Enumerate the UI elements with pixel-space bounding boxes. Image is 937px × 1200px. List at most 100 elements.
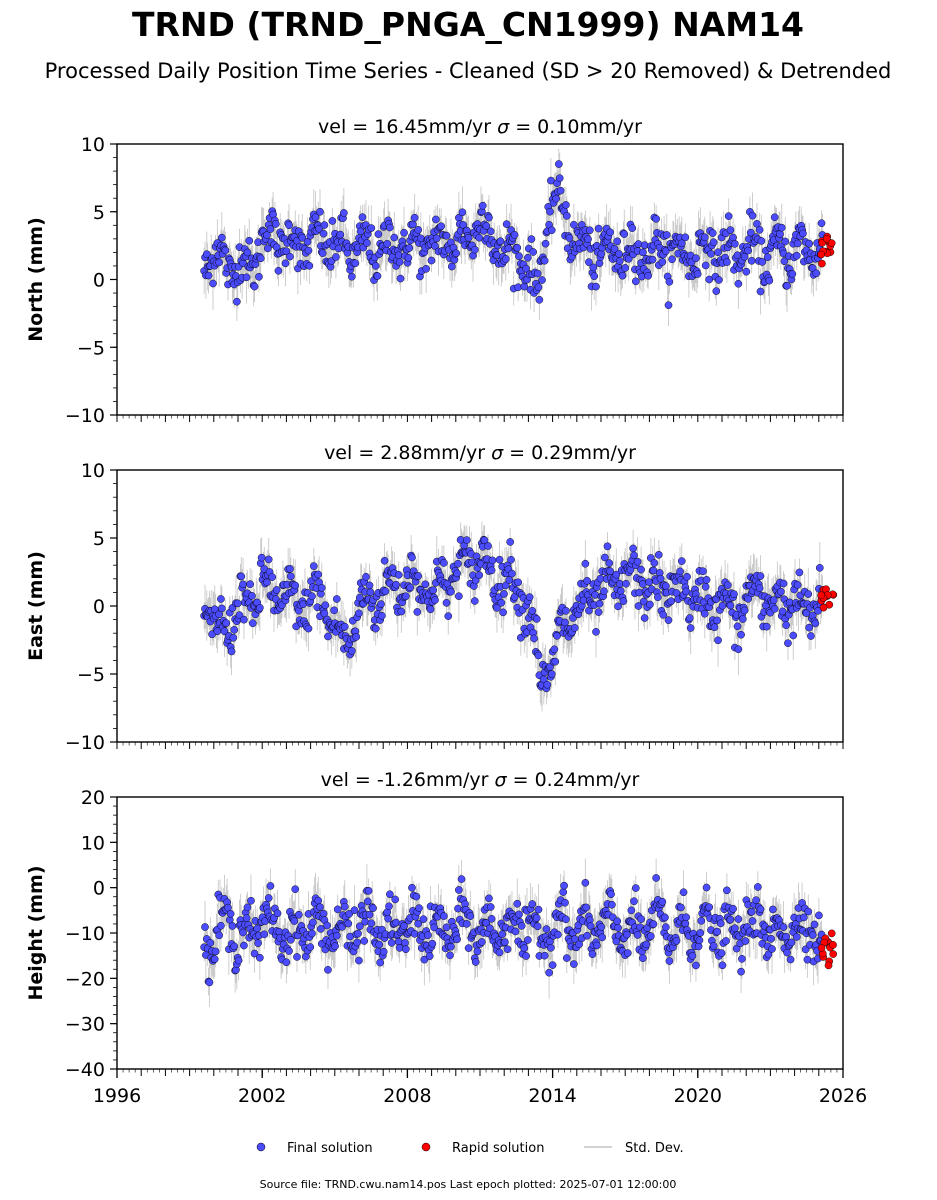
final-solution-point bbox=[726, 601, 735, 610]
y-tick-label: −5 bbox=[77, 664, 105, 686]
final-solution-point bbox=[547, 944, 555, 952]
final-solution-point bbox=[506, 538, 515, 546]
height-panel: vel = -1.26mm/yr σ = 0.24mm/yr Height (mm… bbox=[25, 769, 867, 1107]
final-solution-point bbox=[363, 239, 371, 247]
final-solution-point bbox=[718, 961, 727, 970]
final-solution-point bbox=[510, 231, 519, 239]
final-solution-point bbox=[535, 295, 544, 304]
x-tick-label: 1996 bbox=[93, 1085, 141, 1107]
final-solution-point bbox=[540, 256, 549, 265]
final-solution-point bbox=[486, 227, 495, 236]
final-solution-point bbox=[470, 597, 479, 605]
final-solution-point bbox=[561, 898, 569, 907]
final-solution-point bbox=[503, 945, 512, 954]
y-axis-label: East (mm) bbox=[25, 551, 47, 661]
final-solution-point bbox=[264, 555, 273, 564]
final-solution-point bbox=[528, 900, 537, 908]
final-solution-point bbox=[324, 966, 332, 974]
final-solution-point bbox=[498, 930, 507, 938]
final-solution-point bbox=[463, 920, 471, 928]
final-solution-point bbox=[425, 952, 434, 960]
final-solution-point bbox=[713, 616, 721, 625]
final-solution-point bbox=[240, 941, 248, 950]
final-solution-point bbox=[815, 911, 823, 920]
final-solution-point bbox=[254, 939, 262, 947]
final-solution-point bbox=[428, 939, 437, 948]
final-solution-point bbox=[374, 230, 383, 238]
plot-area bbox=[200, 858, 838, 1007]
rapid-solution-point bbox=[824, 961, 833, 970]
final-solution-point bbox=[562, 915, 570, 924]
final-solution-point bbox=[747, 256, 756, 265]
final-solution-point bbox=[380, 556, 389, 565]
final-solution-point bbox=[410, 213, 419, 222]
final-solution-point bbox=[756, 905, 765, 914]
final-solution-point bbox=[614, 923, 622, 932]
final-solution-point bbox=[487, 914, 496, 923]
final-solution-point bbox=[414, 572, 423, 580]
final-solution-point bbox=[401, 592, 410, 601]
final-solution-point bbox=[589, 263, 598, 272]
final-solution-point bbox=[782, 621, 790, 630]
final-solution-point bbox=[613, 917, 622, 926]
final-solution-point bbox=[780, 257, 789, 266]
final-solution-point bbox=[789, 631, 798, 640]
final-solution-point bbox=[561, 618, 569, 627]
final-solution-point bbox=[709, 238, 718, 247]
final-solution-point bbox=[782, 932, 790, 941]
final-solution-point bbox=[630, 897, 638, 906]
east-panel: vel = 2.88mm/yr σ = 0.29mm/yr East (mm) 10… bbox=[25, 442, 844, 754]
final-solution-point bbox=[319, 229, 328, 238]
y-tick-label: 0 bbox=[93, 596, 105, 618]
final-solution-point bbox=[227, 647, 236, 656]
final-solution-point bbox=[304, 624, 313, 633]
final-solution-point bbox=[570, 960, 578, 968]
final-solution-point bbox=[340, 209, 348, 217]
final-solution-point bbox=[230, 626, 239, 634]
final-solution-point bbox=[333, 905, 342, 914]
final-solution-point bbox=[356, 227, 365, 236]
final-solution-point bbox=[565, 234, 574, 242]
final-solution-point bbox=[293, 953, 301, 961]
final-solution-point bbox=[646, 932, 655, 940]
final-solution-point bbox=[504, 244, 513, 253]
final-solution-point bbox=[430, 923, 438, 932]
final-solution-point bbox=[622, 579, 630, 588]
final-solution-point bbox=[804, 907, 813, 916]
final-solution-point bbox=[201, 923, 209, 931]
final-solution-point bbox=[668, 255, 676, 264]
final-solution-point bbox=[365, 910, 374, 919]
final-solution-point bbox=[440, 559, 448, 567]
final-solution-point bbox=[714, 636, 722, 645]
final-solution-point bbox=[640, 614, 649, 622]
final-solution-point bbox=[432, 215, 440, 224]
final-solution-point bbox=[686, 624, 695, 632]
final-solution-point bbox=[532, 914, 541, 922]
final-solution-point bbox=[475, 571, 484, 580]
final-solution-point bbox=[316, 903, 324, 911]
final-solution-point bbox=[570, 220, 578, 229]
final-solution-point bbox=[286, 572, 295, 581]
final-solution-point bbox=[264, 894, 273, 902]
final-solution-point bbox=[677, 239, 686, 248]
final-solution-point bbox=[532, 615, 541, 623]
x-tick-label: 2014 bbox=[528, 1085, 576, 1107]
y-axis-label: North (mm) bbox=[25, 217, 47, 342]
final-solution-point bbox=[681, 233, 690, 242]
final-solution-point bbox=[562, 212, 571, 220]
final-solution-point bbox=[652, 874, 660, 882]
final-solution-point bbox=[724, 212, 733, 220]
rapid-solution-point bbox=[817, 591, 826, 600]
final-solution-point bbox=[328, 217, 337, 225]
final-solution-point bbox=[377, 600, 385, 608]
final-solution-point bbox=[762, 622, 771, 631]
final-solution-point bbox=[239, 928, 247, 937]
final-solution-point bbox=[534, 905, 543, 914]
final-solution-point bbox=[741, 937, 750, 945]
final-solution-point bbox=[321, 601, 330, 610]
final-solution-point bbox=[386, 223, 394, 232]
final-solution-point bbox=[233, 297, 241, 306]
y-tick-label: 10 bbox=[81, 460, 105, 482]
x-tick-label: 2026 bbox=[819, 1085, 867, 1107]
final-solution-point bbox=[715, 276, 723, 284]
